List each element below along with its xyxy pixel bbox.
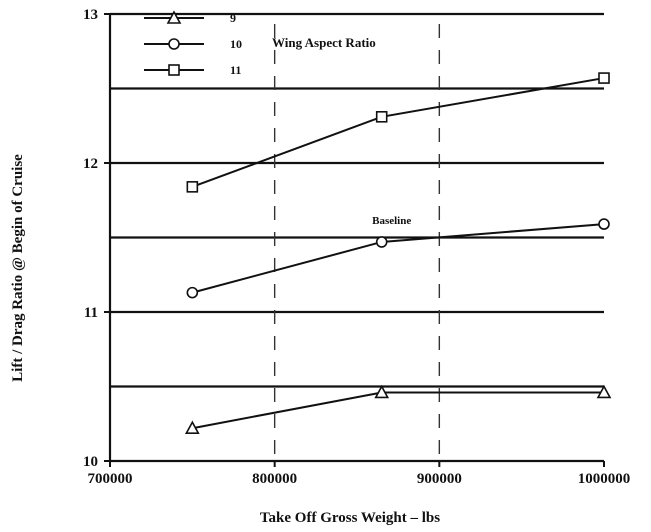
legend-label-11: 11 [230, 63, 241, 77]
data-point-ar11 [186, 181, 199, 193]
legend-label-9: 9 [230, 11, 236, 25]
series-layer [184, 72, 612, 435]
labels-layer: 10 11 12 13 700000 800000 900000 1000000 Baselin… [83, 7, 630, 487]
y-tick-label: 13 [83, 7, 98, 23]
axes [104, 13, 605, 467]
legend-marker-9 [166, 10, 182, 24]
data-point-ar10 [186, 286, 199, 299]
legend: 9 10 11 [144, 10, 242, 77]
legend-label-10: 10 [230, 37, 242, 51]
y-axis-label: Lift / Drag Ratio @ Begin of Cruise [10, 154, 26, 382]
x-tick-label: 700000 [88, 471, 133, 487]
y-tick-label: 11 [84, 305, 98, 321]
series-line-ar11 [191, 77, 605, 188]
series-line-ar9 [192, 391, 604, 430]
y-tick-label: 10 [83, 454, 98, 470]
data-point-ar9 [184, 420, 200, 435]
data-point-ar9 [374, 384, 390, 399]
data-point-ar10 [375, 236, 388, 248]
data-point-ar11 [598, 72, 610, 84]
legend-marker-10 [168, 38, 180, 50]
data-point-ar11 [375, 111, 388, 123]
annotation-label: Baseline [372, 215, 411, 227]
y-tick-label: 12 [83, 156, 98, 172]
x-tick-label: 900000 [417, 471, 462, 487]
data-point-ar9 [596, 384, 612, 399]
data-point-ar10 [598, 218, 610, 230]
x-tick-label: 1000000 [578, 471, 631, 487]
x-axis-label: Take Off Gross Weight – lbs [260, 510, 440, 526]
series-line-ar10 [192, 223, 605, 294]
legend-marker-11 [168, 64, 180, 76]
x-tick-label: 800000 [252, 471, 297, 487]
grid-lines [110, 12, 604, 457]
legend-title: Wing Aspect Ratio [272, 35, 376, 50]
